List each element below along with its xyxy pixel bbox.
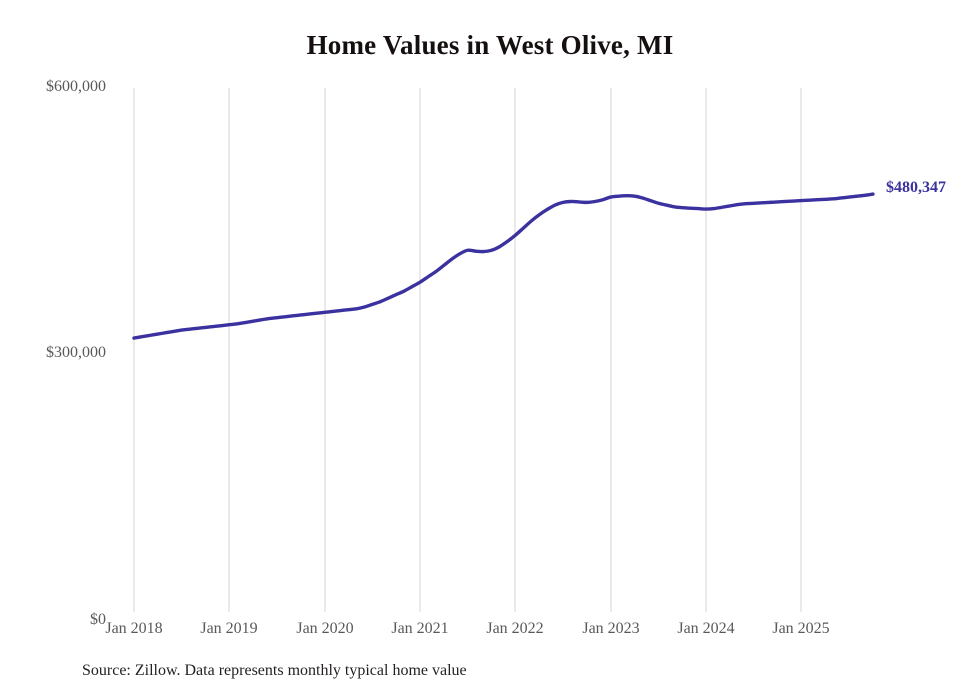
y-tick-label-600000: $600,000 — [46, 78, 106, 95]
x-tick-label-jan-2024: Jan 2024 — [677, 620, 735, 637]
x-tick-label-jan-2022: Jan 2022 — [486, 620, 544, 637]
source-note: Source: Zillow. Data represents monthly … — [82, 662, 467, 679]
x-tick-label-jan-2025: Jan 2025 — [772, 620, 830, 637]
x-tick-label-jan-2018: Jan 2018 — [105, 620, 163, 637]
value-line — [132, 192, 875, 340]
y-axis: $600,000 $300,000 $0 — [0, 0, 106, 699]
chart-title: Home Values in West Olive, MI — [306, 30, 674, 60]
gridlines — [133, 88, 802, 612]
x-tick-label-jan-2023: Jan 2023 — [582, 620, 640, 637]
x-tick-label-jan-2019: Jan 2019 — [200, 620, 258, 637]
x-tick-label-jan-2021: Jan 2021 — [391, 620, 449, 637]
y-tick-label-0: $0 — [90, 611, 106, 628]
x-tick-label-jan-2020: Jan 2020 — [296, 620, 354, 637]
y-tick-label-300000: $300,000 — [46, 344, 106, 361]
end-value-annotation: $480,347 — [886, 179, 946, 196]
